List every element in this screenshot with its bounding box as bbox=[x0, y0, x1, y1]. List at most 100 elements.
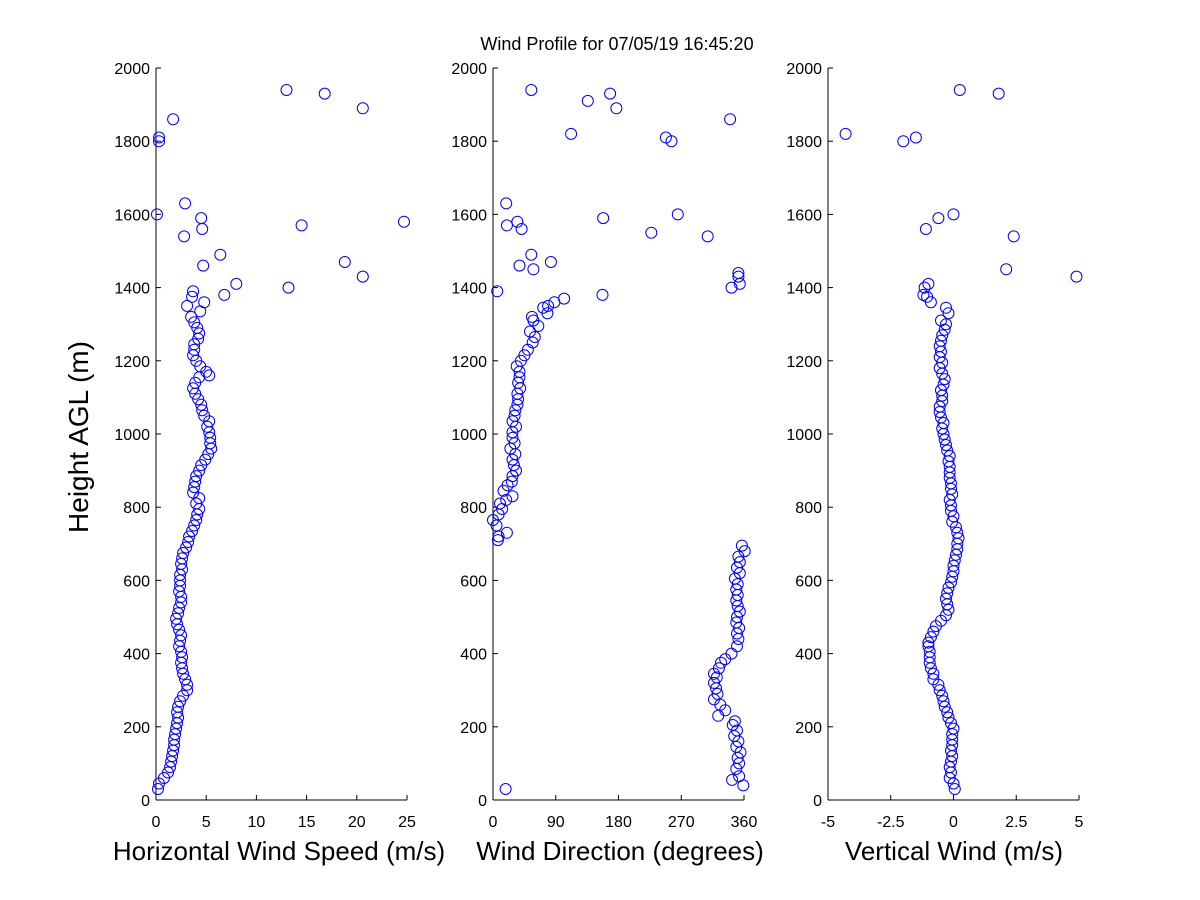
speed-data-point bbox=[191, 321, 204, 334]
vertical-y-tick-label: 400 bbox=[795, 647, 822, 664]
direction-data-point bbox=[537, 301, 550, 314]
speed-data-point bbox=[187, 285, 200, 298]
direction-data-point bbox=[505, 475, 518, 488]
direction-data-point bbox=[730, 616, 743, 629]
wind-direction-panel: 0 200 400 600 800 1000 1200 1400 1600 1800 2000 0 90… bbox=[451, 61, 757, 831]
speed-data-point bbox=[187, 382, 200, 395]
speed-data-point bbox=[193, 327, 206, 340]
speed-data-point bbox=[180, 541, 193, 554]
vertical-data-point bbox=[938, 373, 951, 386]
speed-data-point bbox=[171, 706, 184, 719]
vertical-data-point bbox=[933, 340, 946, 353]
vertical-data-point bbox=[937, 417, 950, 429]
direction-data-point bbox=[525, 84, 538, 96]
vertical-data-point bbox=[932, 212, 945, 225]
vertical-x-tick-label: -5 bbox=[821, 814, 835, 831]
vertical-data-point bbox=[945, 717, 957, 730]
vertical-data-point bbox=[927, 673, 940, 686]
vertical-data-point bbox=[947, 559, 960, 572]
speed-data-point bbox=[338, 256, 351, 268]
direction-data-point bbox=[724, 113, 737, 126]
direction-data-point bbox=[711, 687, 724, 700]
direction-y-tick-label: 200 bbox=[460, 720, 487, 737]
vertical-data-point bbox=[933, 684, 946, 697]
speed-y-tick-label: 200 bbox=[123, 720, 150, 737]
direction-data-point bbox=[501, 479, 514, 492]
direction-data-point bbox=[671, 208, 684, 221]
speed-data-point bbox=[181, 299, 194, 312]
vertical-data-point bbox=[897, 135, 910, 148]
direction-data-point bbox=[506, 490, 519, 503]
direction-data-point bbox=[735, 539, 748, 552]
direction-data-point bbox=[511, 215, 524, 228]
x-axis-title-speed: Horizontal Wind Speed (m/s) bbox=[113, 836, 445, 866]
direction-data-point bbox=[738, 545, 751, 558]
vertical-data-point bbox=[917, 288, 930, 301]
vertical-data-point bbox=[943, 761, 956, 774]
speed-y-tick-label: 1600 bbox=[114, 207, 150, 224]
speed-data-point bbox=[198, 296, 211, 309]
direction-data-point bbox=[494, 497, 506, 510]
vertical-y-tick-label: 0 bbox=[813, 793, 822, 810]
vertical-data-point bbox=[938, 700, 951, 713]
speed-y-tick-label: 400 bbox=[123, 647, 150, 664]
speed-data-point bbox=[151, 208, 163, 221]
direction-x-tick-label: 90 bbox=[547, 814, 565, 831]
speed-data-point bbox=[218, 288, 231, 301]
speed-y-tick-label: 1400 bbox=[114, 281, 150, 298]
speed-data-point bbox=[177, 547, 190, 559]
speed-data-point bbox=[172, 607, 185, 620]
speed-data-point bbox=[176, 651, 189, 664]
speed-data-point bbox=[174, 695, 187, 708]
speed-data-point bbox=[196, 404, 209, 417]
speed-data-point bbox=[356, 270, 369, 283]
vertical-x-tick-label: 2.5 bbox=[1005, 814, 1027, 831]
vertical-y-tick-label: 1000 bbox=[786, 427, 822, 444]
vertical-data-point bbox=[952, 532, 965, 545]
speed-data-point bbox=[195, 212, 208, 225]
speed-x-tick-label: 20 bbox=[348, 814, 366, 831]
direction-data-point bbox=[725, 647, 738, 660]
direction-y-tick-label: 1400 bbox=[451, 281, 487, 298]
speed-data-point bbox=[282, 281, 295, 294]
vertical-data-point bbox=[951, 526, 964, 539]
speed-data-point bbox=[188, 519, 201, 532]
y-axis-title: Height AGL (m) bbox=[63, 341, 94, 533]
speed-data-point bbox=[190, 470, 203, 483]
vertical-data-point bbox=[1000, 263, 1013, 276]
direction-data-point bbox=[710, 671, 723, 684]
speed-data-point bbox=[181, 678, 194, 691]
vertical-data-point bbox=[947, 208, 960, 221]
speed-data-point bbox=[175, 629, 188, 642]
vertical-wind-panel: 0 200 400 600 800 1000 1200 1400 1600 1800 2000 -5 -… bbox=[786, 61, 1083, 831]
speed-data-point bbox=[199, 453, 212, 466]
speed-data-point bbox=[153, 135, 165, 148]
vertical-data-point bbox=[935, 334, 947, 347]
direction-data-point bbox=[733, 770, 746, 783]
direction-data-point bbox=[513, 259, 526, 272]
vertical-data-point bbox=[992, 87, 1005, 100]
speed-data-point bbox=[153, 131, 165, 144]
speed-y-tick-label: 800 bbox=[123, 500, 150, 517]
speed-data-point bbox=[196, 223, 209, 235]
speed-data-point bbox=[295, 219, 308, 232]
direction-x-tick-label: 0 bbox=[489, 814, 498, 831]
direction-data-point bbox=[645, 226, 658, 239]
direction-y-tick-label: 0 bbox=[478, 793, 487, 810]
vertical-y-tick-label: 2000 bbox=[786, 61, 822, 78]
speed-data-point bbox=[201, 420, 214, 433]
x-axis-title-direction: Wind Direction (degrees) bbox=[476, 836, 764, 866]
vertical-data-point bbox=[942, 603, 955, 616]
speed-data-point bbox=[204, 431, 217, 444]
speed-y-tick-label: 1200 bbox=[114, 354, 150, 371]
direction-y-tick-label: 600 bbox=[460, 573, 487, 590]
speed-data-point bbox=[193, 464, 206, 477]
vertical-data-point bbox=[933, 400, 946, 413]
speed-data-point bbox=[280, 84, 293, 96]
vertical-data-point bbox=[942, 711, 955, 724]
speed-data-point bbox=[167, 113, 180, 126]
vertical-data-point bbox=[922, 636, 935, 649]
speed-data-point bbox=[189, 475, 202, 488]
speed-x-tick-label: 10 bbox=[248, 814, 266, 831]
